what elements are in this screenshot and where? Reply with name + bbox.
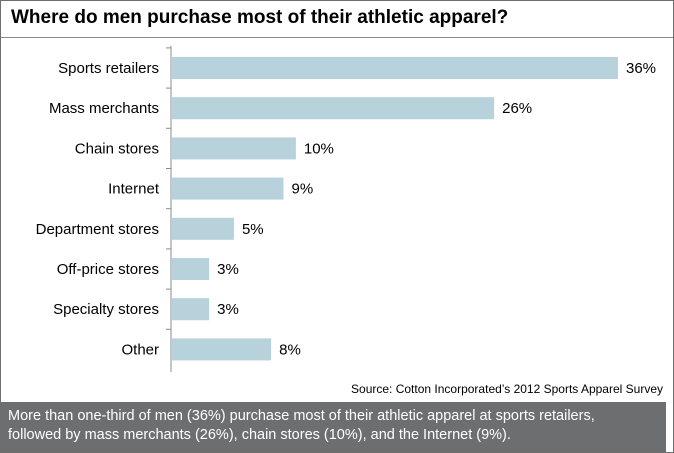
category-label: Internet — [108, 181, 160, 198]
caption-line: More than one-third of men (36%) purchas… — [8, 408, 595, 424]
bar — [172, 177, 284, 200]
data-label: 3% — [217, 261, 239, 278]
bar — [172, 298, 210, 321]
category-label: Chain stores — [75, 140, 159, 157]
category-label: Other — [121, 341, 159, 358]
bar — [172, 97, 495, 120]
caption-line: followed by mass merchants (26%), chain … — [8, 427, 511, 443]
data-label: 3% — [217, 301, 239, 318]
bar-chart: Sports retailers 36% Mass merchants 26% Chai… — [36, 46, 656, 372]
category-label: Specialty stores — [53, 301, 159, 318]
category-label: Department stores — [36, 221, 159, 238]
bar — [172, 338, 272, 361]
chart-title: Where do men purchase most of their athl… — [11, 7, 509, 28]
data-label: 9% — [292, 181, 314, 198]
source-note: Source: Cotton Incorporated’s 2012 Sport… — [351, 382, 663, 396]
data-label: 5% — [242, 221, 264, 238]
bar — [172, 137, 296, 160]
bar — [172, 57, 618, 79]
data-label: 10% — [304, 140, 334, 157]
data-label: 26% — [502, 100, 532, 117]
category-label: Mass merchants — [49, 100, 159, 117]
summary-caption: More than one-third of men (36%) purchas… — [1, 402, 666, 452]
data-label: 36% — [626, 60, 656, 77]
category-label: Sports retailers — [58, 60, 159, 77]
data-label: 8% — [279, 341, 301, 358]
title-divider — [1, 37, 673, 38]
category-label: Off-price stores — [57, 261, 159, 278]
bar — [172, 258, 210, 280]
bar — [172, 217, 234, 240]
